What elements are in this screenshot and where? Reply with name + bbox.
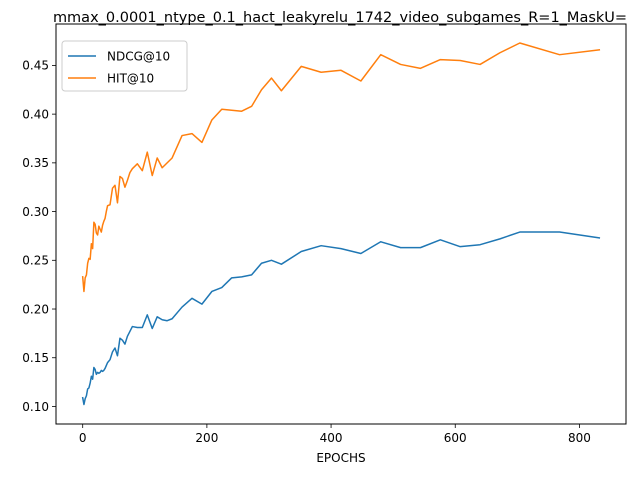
x-tick-label: 800 (568, 431, 591, 445)
y-tick-label: 0.30 (22, 205, 49, 219)
legend: NDCG@10 HIT@10 (61, 40, 188, 92)
x-tick-label: 400 (320, 431, 343, 445)
y-tick-label: 0.45 (22, 59, 49, 73)
chart-title: mmax_0.0001_ntype_0.1_hact_leakyrelu_174… (53, 10, 627, 26)
x-tick-label: 0 (79, 431, 87, 445)
y-tick-label: 0.35 (22, 156, 49, 170)
series-line-ndcg-10 (81, 231, 601, 406)
y-tick-label: 0.25 (22, 254, 49, 268)
y-tick-label: 0.15 (22, 351, 49, 365)
series-line-hit-10 (81, 42, 601, 293)
y-tick-label: 0.20 (22, 302, 49, 316)
x-axis-label: EPOCHS (316, 451, 365, 465)
y-axis: 0.10 0.15 0.20 0.25 0.30 0.35 0.40 0.45 (22, 59, 56, 414)
y-tick-label: 0.10 (22, 400, 49, 414)
axes-frame (55, 23, 627, 425)
legend-label: NDCG@10 (107, 49, 170, 63)
plot-area (81, 42, 601, 406)
x-tick-label: 600 (444, 431, 467, 445)
y-tick-label: 0.40 (22, 107, 49, 121)
x-tick-label: 200 (195, 431, 218, 445)
x-axis: 0 200 400 600 800 (79, 424, 591, 445)
legend-label: HIT@10 (107, 71, 154, 85)
